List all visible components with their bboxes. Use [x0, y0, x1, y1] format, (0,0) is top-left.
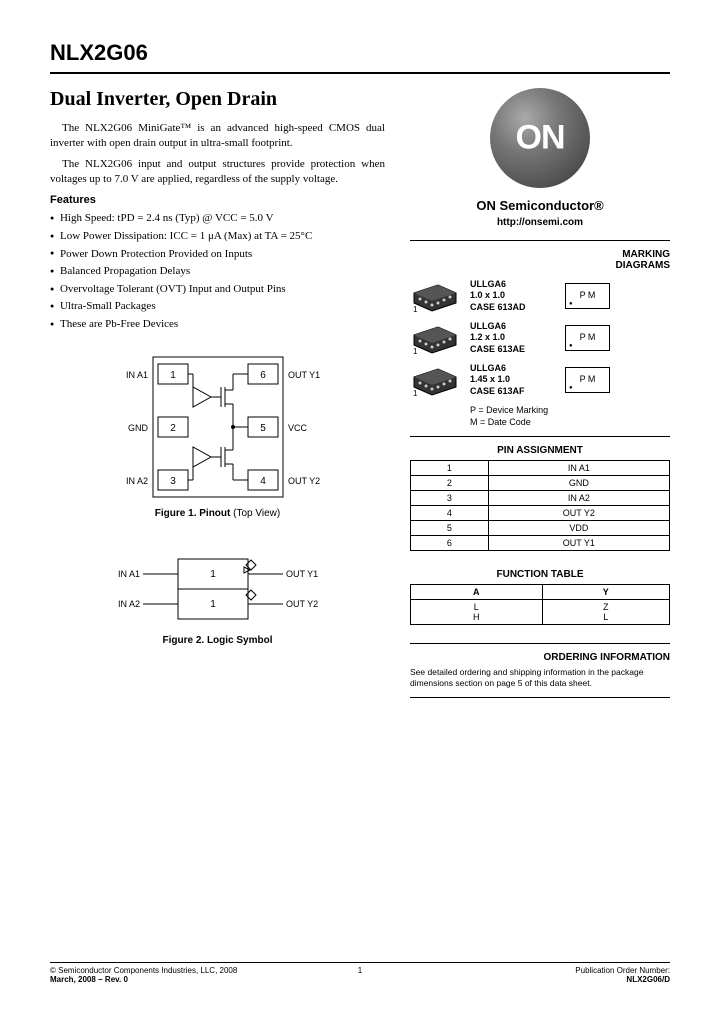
part-number: NLX2G06: [50, 40, 670, 66]
feature-item: Overvoltage Tolerant (OVT) Input and Out…: [50, 281, 385, 299]
package-row: 1 ULLGA61.0 x 1.0CASE 613AD P M: [410, 279, 670, 313]
logic-symbol: IN A1 IN A2 OUT Y1 OUT Y2 1 1: [108, 549, 328, 629]
chip-icon: 1: [410, 321, 460, 355]
feature-item: These are Pb-Free Devices: [50, 316, 385, 334]
table-row: 2GND: [411, 476, 670, 491]
package-info: ULLGA61.2 x 1.0CASE 613AE: [470, 321, 555, 355]
svg-text:4: 4: [260, 476, 266, 487]
section-divider: [410, 643, 670, 644]
section-divider: [410, 436, 670, 437]
svg-text:IN A1: IN A1: [117, 569, 139, 579]
feature-item: Power Down Protection Provided on Inputs: [50, 246, 385, 264]
brand-name: ON Semiconductor®: [410, 198, 670, 213]
left-column: Dual Inverter, Open Drain The NLX2G06 Mi…: [50, 88, 385, 646]
svg-text:5: 5: [260, 423, 266, 434]
pin-assignment-table: 1IN A12GND3IN A24OUT Y25VDD6OUT Y1: [410, 460, 670, 551]
svg-text:1: 1: [413, 305, 418, 313]
table-row: 3IN A2: [411, 491, 670, 506]
svg-text:6: 6: [260, 370, 266, 381]
svg-text:1: 1: [170, 370, 176, 381]
brand-url: http://onsemi.com: [410, 217, 670, 228]
chip-icon: 1: [410, 363, 460, 397]
svg-text:OUT Y2: OUT Y2: [288, 476, 320, 486]
package-info: ULLGA61.0 x 1.0CASE 613AD: [470, 279, 555, 313]
features-list: High Speed: tPD = 2.4 ns (Typ) @ VCC = 5…: [50, 210, 385, 333]
svg-text:2: 2: [170, 423, 176, 434]
table-row: 5VDD: [411, 521, 670, 536]
description-2: The NLX2G06 input and output structures …: [50, 157, 385, 187]
page-footer: © Semiconductor Components Industries, L…: [50, 962, 670, 984]
table-row: 4OUT Y2: [411, 506, 670, 521]
marking-box: P M: [565, 367, 610, 393]
marking-box: P M: [565, 325, 610, 351]
package-info: ULLGA61.45 x 1.0CASE 613AF: [470, 363, 555, 397]
ordering-heading: ORDERING INFORMATION: [410, 652, 670, 663]
section-divider: [410, 697, 670, 698]
right-column: ON ON Semiconductor® http://onsemi.com M…: [410, 88, 670, 706]
svg-text:IN A1: IN A1: [125, 370, 147, 380]
svg-text:OUT Y1: OUT Y1: [288, 370, 320, 380]
svg-text:IN A2: IN A2: [125, 476, 147, 486]
marking-heading: MARKINGDIAGRAMS: [410, 249, 670, 271]
header-divider: [50, 72, 670, 74]
ordering-text: See detailed ordering and shipping infor…: [410, 667, 670, 688]
svg-text:1: 1: [210, 599, 216, 610]
svg-text:IN A2: IN A2: [117, 599, 139, 609]
function-table: AY LHZL: [410, 584, 670, 625]
table-row: 6OUT Y1: [411, 536, 670, 551]
feature-item: Balanced Propagation Delays: [50, 263, 385, 281]
package-row: 1 ULLGA61.45 x 1.0CASE 613AF P M: [410, 363, 670, 397]
pinout-diagram: 1 2 3 6 5 4 IN A1 GND IN A2 OUT Y1 VCC O…: [93, 352, 343, 502]
feature-item: Ultra-Small Packages: [50, 298, 385, 316]
marking-legend: P = Device MarkingM = Date Code: [470, 405, 670, 428]
svg-text:OUT Y2: OUT Y2: [286, 599, 318, 609]
brand-logo: ON: [490, 88, 590, 188]
figure1-caption: Figure 1. Pinout (Top View): [50, 508, 385, 519]
page-title: Dual Inverter, Open Drain: [50, 88, 385, 111]
description-1: The NLX2G06 MiniGate™ is an advanced hig…: [50, 121, 385, 151]
package-row: 1 ULLGA61.2 x 1.0CASE 613AE P M: [410, 321, 670, 355]
svg-text:1: 1: [210, 569, 216, 580]
svg-text:1: 1: [413, 389, 418, 397]
feature-item: Low Power Dissipation: ICC = 1 μA (Max) …: [50, 228, 385, 246]
feature-item: High Speed: tPD = 2.4 ns (Typ) @ VCC = 5…: [50, 210, 385, 228]
table-row: 1IN A1: [411, 461, 670, 476]
pin-assignment-heading: PIN ASSIGNMENT: [410, 445, 670, 456]
svg-text:1: 1: [413, 347, 418, 355]
function-table-heading: FUNCTION TABLE: [410, 569, 670, 580]
marking-box: P M: [565, 283, 610, 309]
svg-text:VCC: VCC: [288, 423, 308, 433]
svg-text:GND: GND: [128, 423, 149, 433]
chip-icon: 1: [410, 279, 460, 313]
svg-text:3: 3: [170, 476, 176, 487]
section-divider: [410, 240, 670, 241]
figure2-caption: Figure 2. Logic Symbol: [50, 635, 385, 646]
features-heading: Features: [50, 194, 385, 206]
svg-text:OUT Y1: OUT Y1: [286, 569, 318, 579]
